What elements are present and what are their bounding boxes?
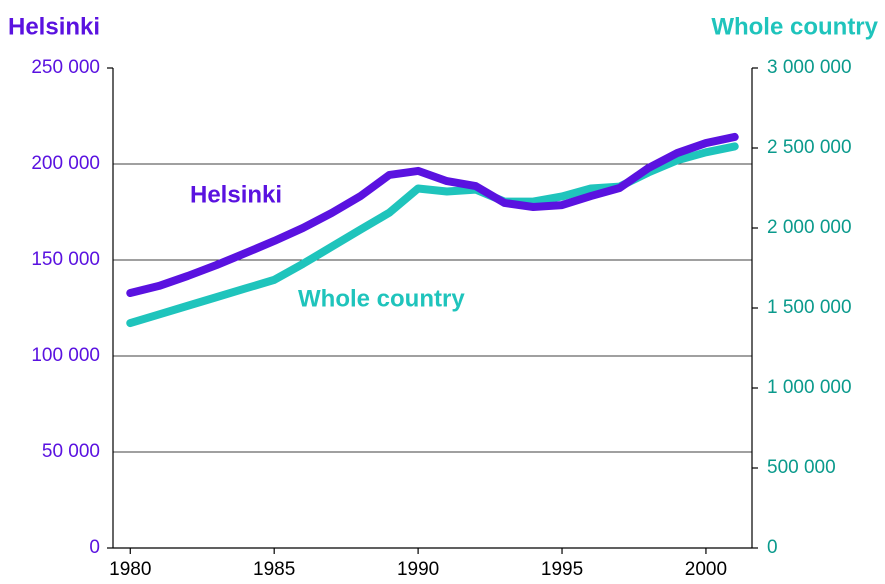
y2-axis-title: Whole country (711, 13, 878, 40)
annotation: Helsinki (190, 181, 282, 208)
y2-tick-label: 500 000 (767, 457, 836, 478)
x-tick-label: 1995 (541, 559, 583, 580)
y2-tick-label: 2 500 000 (767, 137, 852, 158)
line-series (126, 132, 739, 298)
y-tick-label: 150 000 (31, 249, 100, 270)
y-tick-label: 50 000 (42, 441, 100, 462)
y-tick-label: 100 000 (31, 345, 100, 366)
y2-tick-label: 1 000 000 (767, 377, 852, 398)
annotation: Whole country (298, 285, 465, 312)
y-axis-title: Helsinki (8, 13, 100, 40)
y2-tick-label: 2 000 000 (767, 217, 852, 238)
x-tick-label: 1990 (397, 559, 439, 580)
y-tick-label: 200 000 (31, 153, 100, 174)
x-tick-label: 1985 (253, 559, 295, 580)
y2-tick-label: 0 (767, 537, 778, 558)
y2-tick-label: 1 500 000 (767, 297, 852, 318)
y2-tick-label: 3 000 000 (767, 57, 852, 78)
x-tick-label: 2000 (685, 559, 727, 580)
y-tick-label: 250 000 (31, 57, 100, 78)
y-tick-label: 0 (89, 537, 100, 558)
x-tick-label: 1980 (109, 559, 151, 580)
